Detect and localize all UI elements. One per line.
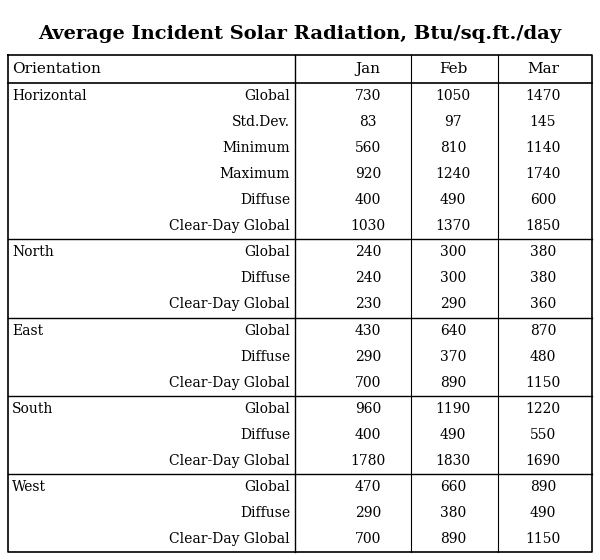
Text: 230: 230	[355, 297, 381, 311]
Text: 1740: 1740	[526, 167, 560, 181]
Text: Maximum: Maximum	[220, 167, 290, 181]
Text: Global: Global	[244, 89, 290, 103]
Text: 560: 560	[355, 141, 381, 155]
Text: 300: 300	[440, 272, 466, 286]
Text: North: North	[12, 245, 54, 259]
Text: Diffuse: Diffuse	[240, 428, 290, 442]
Text: 145: 145	[530, 115, 556, 129]
Text: 640: 640	[440, 324, 466, 338]
Text: Global: Global	[244, 480, 290, 494]
Text: Feb: Feb	[439, 62, 467, 76]
Text: Clear-Day Global: Clear-Day Global	[169, 532, 290, 546]
Text: Jan: Jan	[355, 62, 380, 76]
Text: South: South	[12, 402, 53, 416]
Text: 960: 960	[355, 402, 381, 416]
Text: 660: 660	[440, 480, 466, 494]
Text: Global: Global	[244, 245, 290, 259]
Text: 490: 490	[440, 428, 466, 442]
Text: 490: 490	[440, 193, 466, 207]
Text: Global: Global	[244, 402, 290, 416]
Text: West: West	[12, 480, 46, 494]
Text: 1690: 1690	[526, 454, 560, 468]
Text: 920: 920	[355, 167, 381, 181]
Text: Diffuse: Diffuse	[240, 193, 290, 207]
Text: 1240: 1240	[436, 167, 470, 181]
Text: Diffuse: Diffuse	[240, 272, 290, 286]
Text: Std.Dev.: Std.Dev.	[232, 115, 290, 129]
Text: 700: 700	[355, 376, 381, 390]
Text: Diffuse: Diffuse	[240, 349, 290, 363]
Text: 1830: 1830	[436, 454, 470, 468]
Text: 1030: 1030	[350, 220, 386, 234]
Text: 1470: 1470	[526, 89, 560, 103]
Text: Horizontal: Horizontal	[12, 89, 86, 103]
Text: 83: 83	[359, 115, 377, 129]
Text: 870: 870	[530, 324, 556, 338]
Text: East: East	[12, 324, 43, 338]
Text: 890: 890	[530, 480, 556, 494]
Text: 600: 600	[530, 193, 556, 207]
Text: Orientation: Orientation	[12, 62, 101, 76]
Text: 890: 890	[440, 376, 466, 390]
Text: 1150: 1150	[526, 376, 560, 390]
Text: 1850: 1850	[526, 220, 560, 234]
Text: 380: 380	[530, 272, 556, 286]
Text: 240: 240	[355, 272, 381, 286]
Text: 1190: 1190	[436, 402, 470, 416]
Text: 1780: 1780	[350, 454, 386, 468]
Text: Clear-Day Global: Clear-Day Global	[169, 297, 290, 311]
Text: 700: 700	[355, 532, 381, 546]
Text: 550: 550	[530, 428, 556, 442]
Text: 1050: 1050	[436, 89, 470, 103]
Text: Clear-Day Global: Clear-Day Global	[169, 454, 290, 468]
Text: 400: 400	[355, 428, 381, 442]
Text: 730: 730	[355, 89, 381, 103]
Text: 380: 380	[440, 506, 466, 520]
Text: 480: 480	[530, 349, 556, 363]
Text: 380: 380	[530, 245, 556, 259]
Text: Clear-Day Global: Clear-Day Global	[169, 220, 290, 234]
Text: 370: 370	[440, 349, 466, 363]
Text: Minimum: Minimum	[223, 141, 290, 155]
Text: Diffuse: Diffuse	[240, 506, 290, 520]
Text: Mar: Mar	[527, 62, 559, 76]
Text: Clear-Day Global: Clear-Day Global	[169, 376, 290, 390]
Text: 360: 360	[530, 297, 556, 311]
Text: 490: 490	[530, 506, 556, 520]
Text: 470: 470	[355, 480, 381, 494]
Text: 1370: 1370	[436, 220, 470, 234]
Text: 810: 810	[440, 141, 466, 155]
Text: 1150: 1150	[526, 532, 560, 546]
Text: Average Incident Solar Radiation, Btu/sq.ft./day: Average Incident Solar Radiation, Btu/sq…	[38, 25, 562, 43]
Text: 890: 890	[440, 532, 466, 546]
Text: 1140: 1140	[526, 141, 560, 155]
Text: 290: 290	[440, 297, 466, 311]
Text: 300: 300	[440, 245, 466, 259]
Text: 430: 430	[355, 324, 381, 338]
Text: 97: 97	[444, 115, 462, 129]
Text: 400: 400	[355, 193, 381, 207]
Text: 290: 290	[355, 506, 381, 520]
Text: 240: 240	[355, 245, 381, 259]
Text: 290: 290	[355, 349, 381, 363]
Text: Global: Global	[244, 324, 290, 338]
Text: 1220: 1220	[526, 402, 560, 416]
